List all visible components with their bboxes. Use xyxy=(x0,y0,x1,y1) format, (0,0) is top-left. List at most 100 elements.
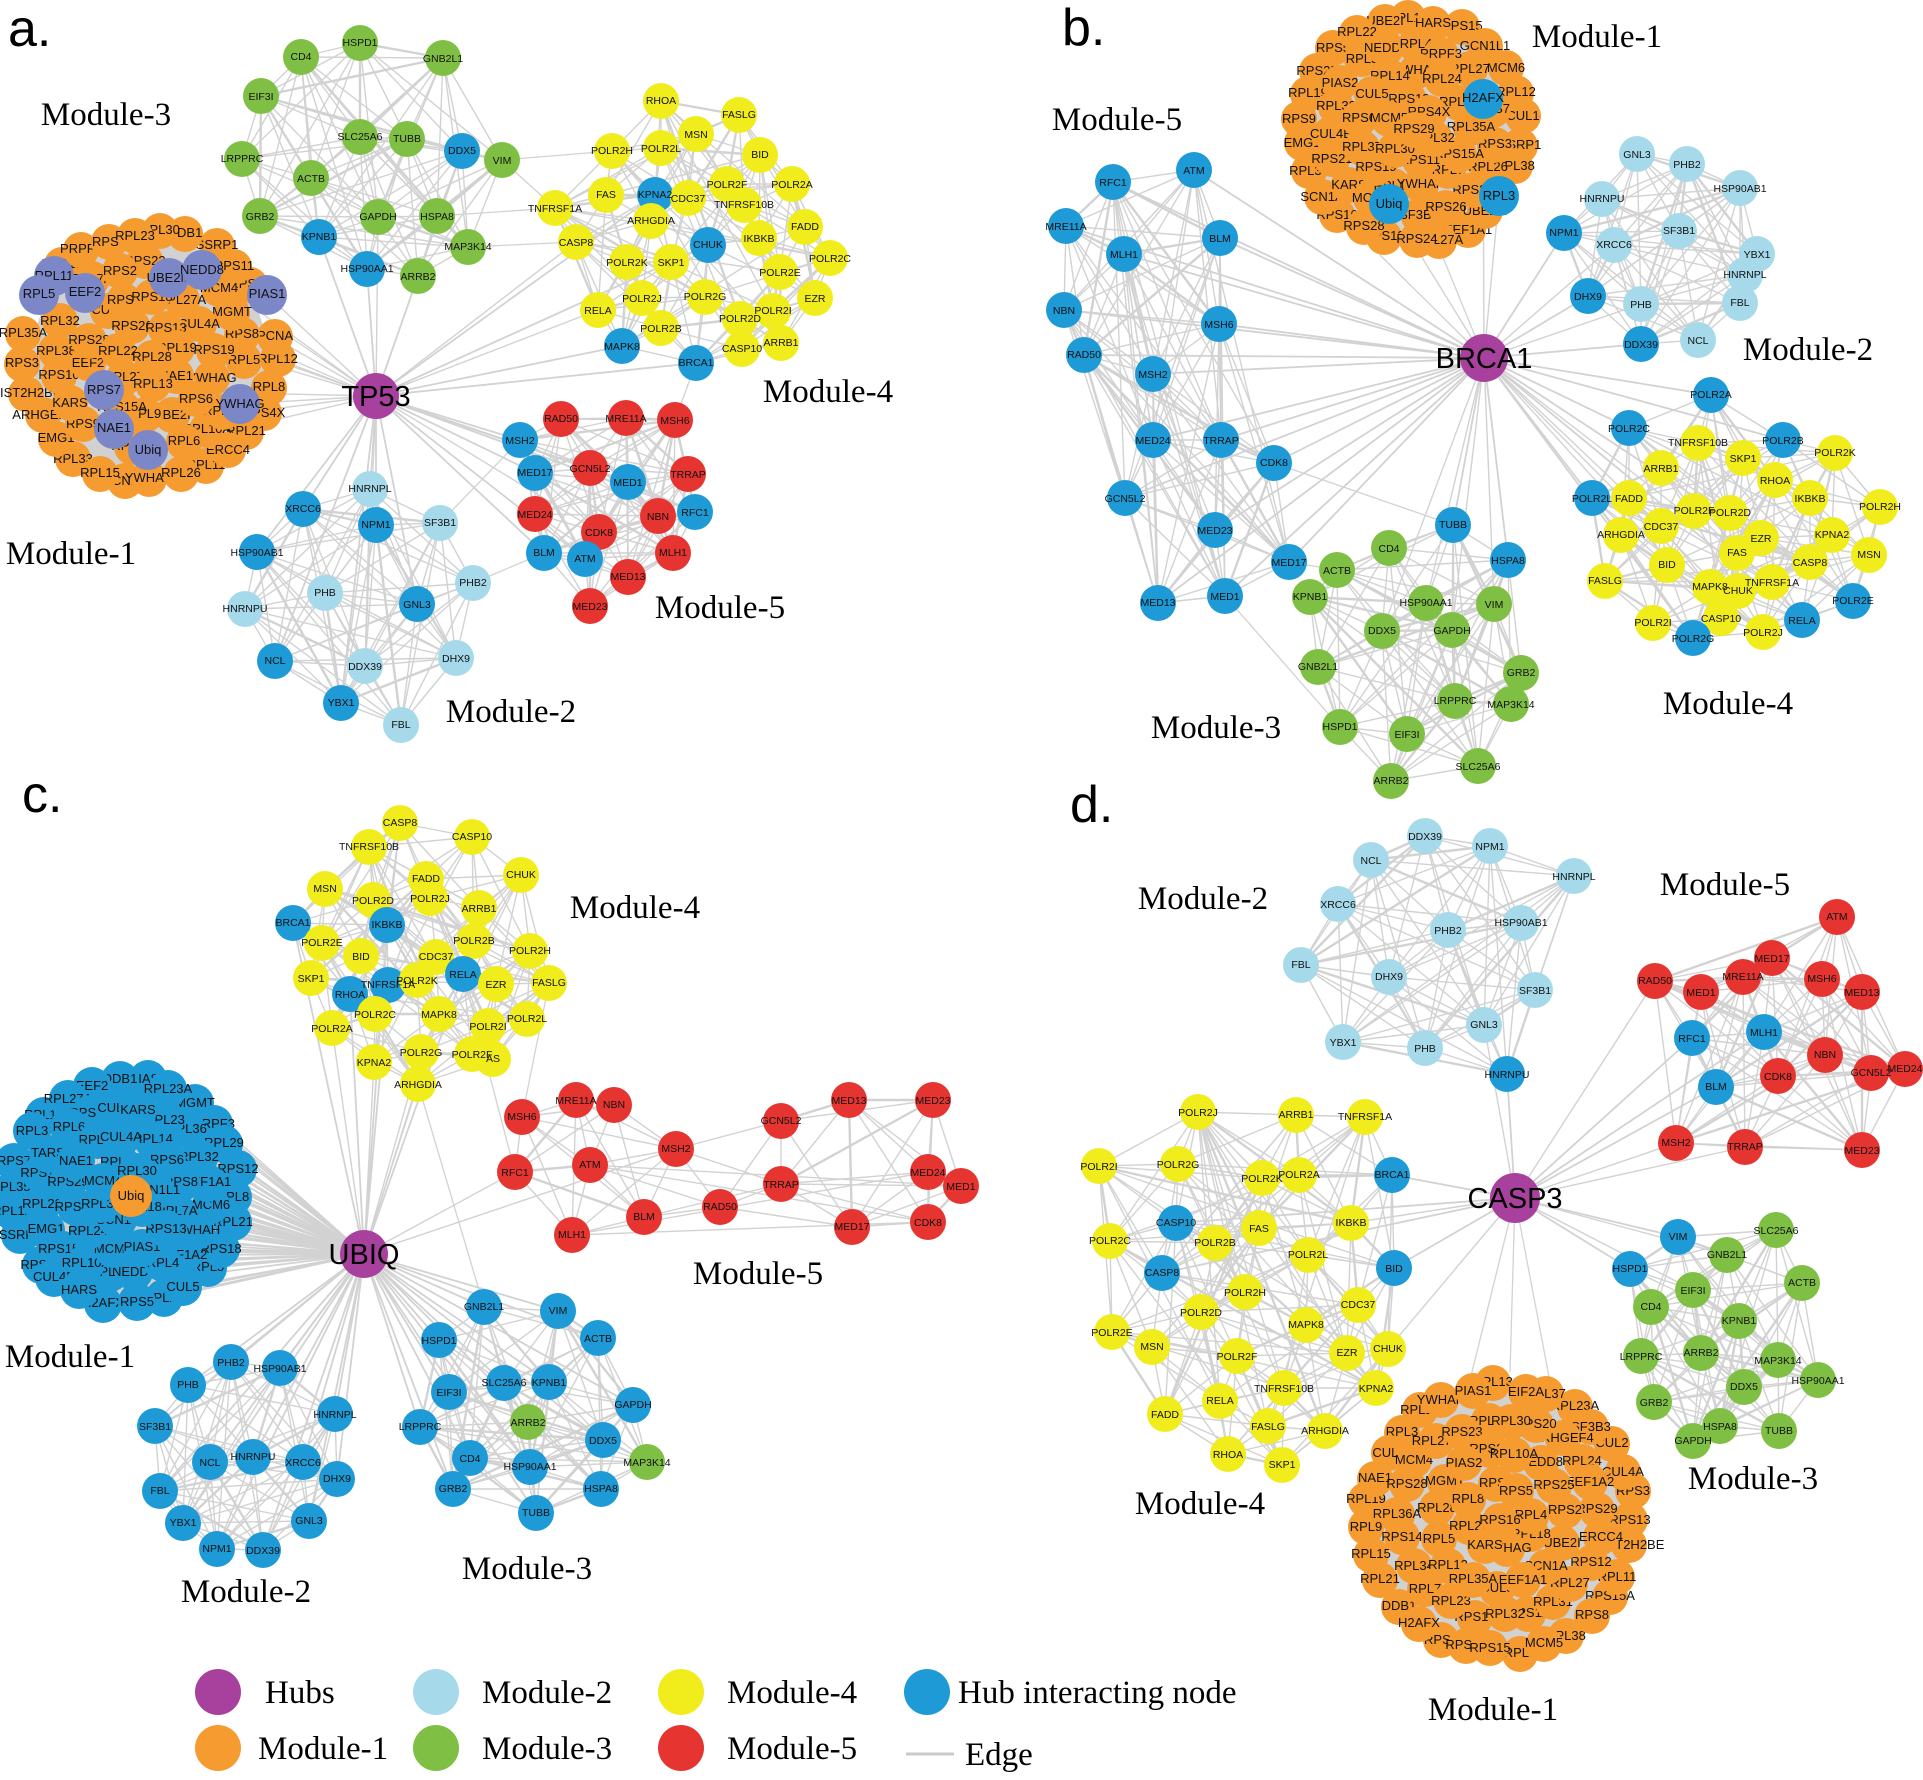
svg-text:RPS8: RPS8 xyxy=(1575,1607,1609,1622)
svg-text:RPL38: RPL38 xyxy=(36,343,76,358)
svg-text:HNRNPU: HNRNPU xyxy=(231,1451,276,1463)
svg-text:POLR2H: POLR2H xyxy=(1224,1287,1266,1299)
svg-text:TUBB: TUBB xyxy=(1439,519,1467,531)
svg-text:RPL30: RPL30 xyxy=(117,1163,157,1178)
svg-text:RPL22: RPL22 xyxy=(1337,24,1377,39)
svg-text:MED24: MED24 xyxy=(910,1167,945,1179)
svg-text:HSP90AB1: HSP90AB1 xyxy=(253,1363,306,1375)
svg-text:POLR2G: POLR2G xyxy=(1672,633,1715,645)
svg-text:RPS11: RPS11 xyxy=(214,258,254,273)
svg-text:CUL5: CUL5 xyxy=(1355,86,1388,101)
svg-text:RELA: RELA xyxy=(1206,1395,1233,1407)
svg-text:POLR2B: POLR2B xyxy=(640,323,681,335)
svg-text:DHX9: DHX9 xyxy=(1375,971,1403,983)
svg-text:CDK8: CDK8 xyxy=(585,527,613,539)
svg-text:NCL: NCL xyxy=(264,655,285,667)
svg-text:POLR2C: POLR2C xyxy=(354,1009,396,1021)
svg-text:CASP8: CASP8 xyxy=(383,817,418,829)
svg-text:GAPDH: GAPDH xyxy=(359,211,396,223)
svg-text:HARS: HARS xyxy=(61,1282,97,1297)
svg-text:XRCC6: XRCC6 xyxy=(285,1457,321,1469)
svg-text:RPS18: RPS18 xyxy=(200,1241,241,1256)
svg-text:DDX5: DDX5 xyxy=(589,1435,617,1447)
svg-text:TNFRSF10B: TNFRSF10B xyxy=(714,199,774,211)
svg-text:ERCC4: ERCC4 xyxy=(206,442,250,457)
svg-text:IKBKB: IKBKB xyxy=(1336,1217,1367,1229)
svg-text:RELA: RELA xyxy=(449,969,476,981)
svg-text:KPNB1: KPNB1 xyxy=(532,1377,567,1389)
svg-text:VIM: VIM xyxy=(1485,599,1504,611)
svg-text:BLM: BLM xyxy=(633,1211,655,1223)
svg-text:DDB1: DDB1 xyxy=(1382,1598,1417,1613)
svg-text:CUL4A: CUL4A xyxy=(100,1129,142,1144)
svg-text:ARRB2: ARRB2 xyxy=(1683,1347,1718,1359)
svg-text:POLR2K: POLR2K xyxy=(1814,447,1855,459)
svg-text:SLC25A6: SLC25A6 xyxy=(338,131,383,143)
svg-text:MAP3K14: MAP3K14 xyxy=(1754,1355,1801,1367)
svg-text:Module-3: Module-3 xyxy=(1151,710,1281,746)
svg-text:RPS3: RPS3 xyxy=(1478,136,1512,151)
svg-text:YBX1: YBX1 xyxy=(1330,1037,1357,1049)
svg-text:EIF3I: EIF3I xyxy=(436,1387,461,1399)
svg-text:FADD: FADD xyxy=(412,873,440,885)
svg-text:Module-2: Module-2 xyxy=(1138,881,1268,917)
svg-text:POLR2H: POLR2H xyxy=(591,145,633,157)
svg-text:PHB2: PHB2 xyxy=(217,1357,245,1369)
svg-text:PHB: PHB xyxy=(314,587,336,599)
svg-text:MAP3K14: MAP3K14 xyxy=(623,1457,670,1469)
svg-text:KARS: KARS xyxy=(1467,1537,1503,1552)
svg-text:POLR2F: POLR2F xyxy=(1674,505,1715,517)
svg-text:UBIQ: UBIQ xyxy=(329,1239,400,1271)
svg-text:POLR2C: POLR2C xyxy=(1608,423,1650,435)
svg-text:CDC37: CDC37 xyxy=(419,951,454,963)
svg-text:MCM4: MCM4 xyxy=(84,1173,122,1188)
svg-text:RPS18: RPS18 xyxy=(1454,1609,1495,1624)
svg-text:ARHGDIA: ARHGDIA xyxy=(1301,1425,1349,1437)
svg-text:YBX1: YBX1 xyxy=(328,697,355,709)
svg-text:POLR2G: POLR2G xyxy=(684,291,727,303)
svg-text:DHX9: DHX9 xyxy=(323,1473,351,1485)
svg-text:PIAS2: PIAS2 xyxy=(1322,75,1359,90)
svg-text:DDX5: DDX5 xyxy=(1368,625,1396,637)
svg-text:DDX39: DDX39 xyxy=(1624,339,1658,351)
svg-text:POLR2J: POLR2J xyxy=(622,293,662,305)
svg-text:FADD: FADD xyxy=(1151,1409,1179,1421)
svg-text:RPS9: RPS9 xyxy=(1282,111,1316,126)
svg-text:RPS6: RPS6 xyxy=(150,1152,184,1167)
svg-text:VIM: VIM xyxy=(493,155,512,167)
svg-text:MAP3K14: MAP3K14 xyxy=(1487,699,1534,711)
svg-text:CUL4A: CUL4A xyxy=(178,316,220,331)
svg-text:FASLG: FASLG xyxy=(1588,575,1622,587)
svg-text:RPL12: RPL12 xyxy=(1496,84,1536,99)
svg-text:YWHAG: YWHAG xyxy=(215,396,264,411)
svg-text:ARHGDIA: ARHGDIA xyxy=(1597,529,1645,541)
svg-text:RPL5: RPL5 xyxy=(1423,1531,1456,1546)
svg-text:MSN: MSN xyxy=(684,129,707,141)
svg-text:POLR2L: POLR2L xyxy=(507,1013,547,1025)
svg-text:MED23: MED23 xyxy=(915,1095,950,1107)
svg-text:CD4: CD4 xyxy=(1640,1301,1661,1313)
svg-text:TRRAP: TRRAP xyxy=(1727,1141,1763,1153)
svg-text:POLR2A: POLR2A xyxy=(1690,389,1731,401)
svg-text:PHB2: PHB2 xyxy=(1673,159,1701,171)
svg-text:H2AFX: H2AFX xyxy=(1398,1615,1440,1630)
svg-text:Module-2: Module-2 xyxy=(1743,332,1873,368)
svg-text:ERCC4: ERCC4 xyxy=(1579,1529,1623,1544)
svg-text:EMG1: EMG1 xyxy=(1284,135,1321,150)
svg-text:PIAS1: PIAS1 xyxy=(249,286,286,301)
svg-text:RPS5: RPS5 xyxy=(120,1294,154,1309)
svg-text:Module-4: Module-4 xyxy=(1663,686,1793,722)
svg-text:HARS: HARS xyxy=(1415,15,1451,30)
svg-text:CASP10: CASP10 xyxy=(722,343,762,355)
svg-text:POLR2J: POLR2J xyxy=(1743,627,1783,639)
svg-text:DDX39: DDX39 xyxy=(348,661,382,673)
svg-text:CASP10: CASP10 xyxy=(452,831,492,843)
svg-text:RPL35A: RPL35A xyxy=(1447,119,1496,134)
svg-text:MED17: MED17 xyxy=(1754,953,1789,965)
svg-text:HSPA8: HSPA8 xyxy=(1703,1421,1737,1433)
svg-text:RPS29: RPS29 xyxy=(1393,121,1434,136)
svg-text:ARHGDIA: ARHGDIA xyxy=(394,1079,442,1091)
svg-text:BLM: BLM xyxy=(533,547,555,559)
svg-text:MAP3K14: MAP3K14 xyxy=(444,241,491,253)
svg-text:POLR2D: POLR2D xyxy=(352,895,394,907)
